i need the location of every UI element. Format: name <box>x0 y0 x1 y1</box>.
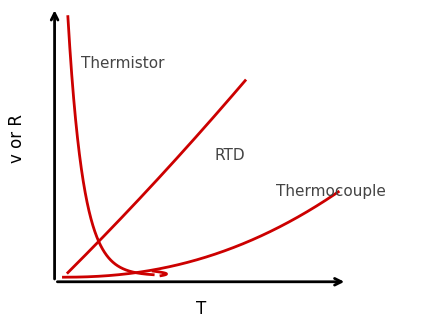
Text: Thermocouple: Thermocouple <box>276 184 386 199</box>
Text: RTD: RTD <box>214 148 245 163</box>
Text: T: T <box>196 300 206 318</box>
Text: v or R: v or R <box>8 114 26 163</box>
Text: Thermistor: Thermistor <box>81 56 165 71</box>
